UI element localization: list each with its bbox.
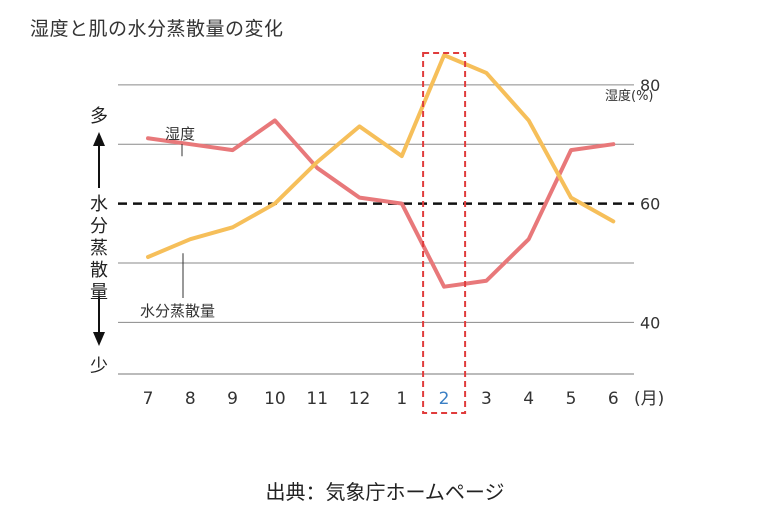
series-line-evaporation	[146, 53, 616, 259]
x-tick-label: 2	[439, 389, 450, 409]
source-text: 出典：気象庁ホームページ	[265, 480, 505, 504]
x-tick-labels: 7 8 9 10 11 12 1 2 3 4 5 6	[143, 389, 619, 409]
x-tick-label: 1	[396, 389, 407, 409]
series-label-evaporation: 水分蒸散量	[140, 302, 215, 320]
x-tick-label: 8	[185, 389, 196, 409]
left-axis-vertical-label: 水分蒸散量	[90, 194, 108, 303]
arrow-head-down	[93, 332, 105, 346]
y-tick-label: 60	[640, 195, 660, 214]
highlight-box	[422, 52, 467, 414]
left-axis-top-label: 多	[90, 106, 108, 127]
left-axis-label-char: 分	[90, 216, 108, 237]
x-unit-label: (月)	[634, 389, 664, 409]
right-axis-label: 湿度(%)	[605, 88, 654, 104]
series-lines	[146, 53, 616, 289]
y-tick-labels: 40 60 80	[640, 76, 660, 333]
x-tick-label: 3	[481, 389, 492, 409]
left-axis-label-char: 水	[90, 194, 108, 215]
x-tick-label: 11	[306, 389, 328, 409]
series-line-humidity	[146, 118, 616, 289]
arrow-head-up	[93, 132, 105, 146]
x-tick-label: 7	[143, 389, 154, 409]
y-tick-label: 80	[640, 76, 660, 95]
y-tick-label: 40	[640, 313, 660, 332]
x-tick-label: 5	[566, 389, 577, 409]
left-axis-label-char: 蒸	[90, 238, 108, 259]
x-tick-label: 6	[608, 389, 619, 409]
series-label-humidity: 湿度	[165, 125, 195, 143]
chart-title: 湿度と肌の水分蒸散量の変化	[30, 18, 284, 40]
left-axis-label-char: 散	[90, 260, 108, 281]
left-axis-arrow	[93, 132, 105, 346]
left-axis-bottom-label: 少	[90, 356, 108, 377]
x-tick-label: 9	[227, 389, 238, 409]
x-tick-label: 4	[523, 389, 534, 409]
x-tick-label: 12	[349, 389, 371, 409]
left-axis-label-char: 量	[90, 282, 108, 303]
x-tick-label: 10	[264, 389, 286, 409]
